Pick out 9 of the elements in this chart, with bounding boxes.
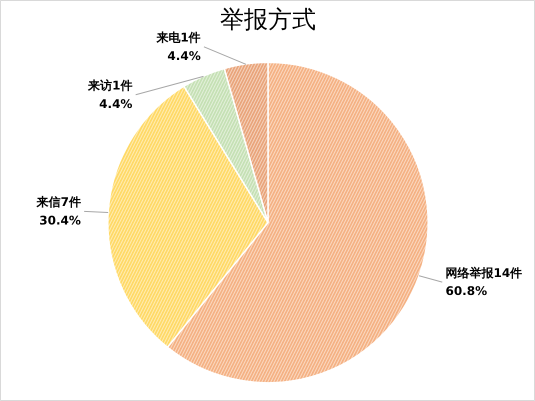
data-label: 60.8% (445, 284, 488, 298)
data-label: 4.4% (99, 96, 132, 111)
slice-label: 来信7件 (36, 195, 81, 210)
chart-title: 举报方式 (220, 6, 316, 34)
slice-label: 来电1件 (155, 30, 201, 45)
data-label: 30.4% (39, 213, 81, 228)
slice-label: 网络举报14件 (445, 266, 522, 280)
slice-label: 来访1件 (87, 78, 132, 93)
data-label: 4.4% (167, 48, 201, 63)
